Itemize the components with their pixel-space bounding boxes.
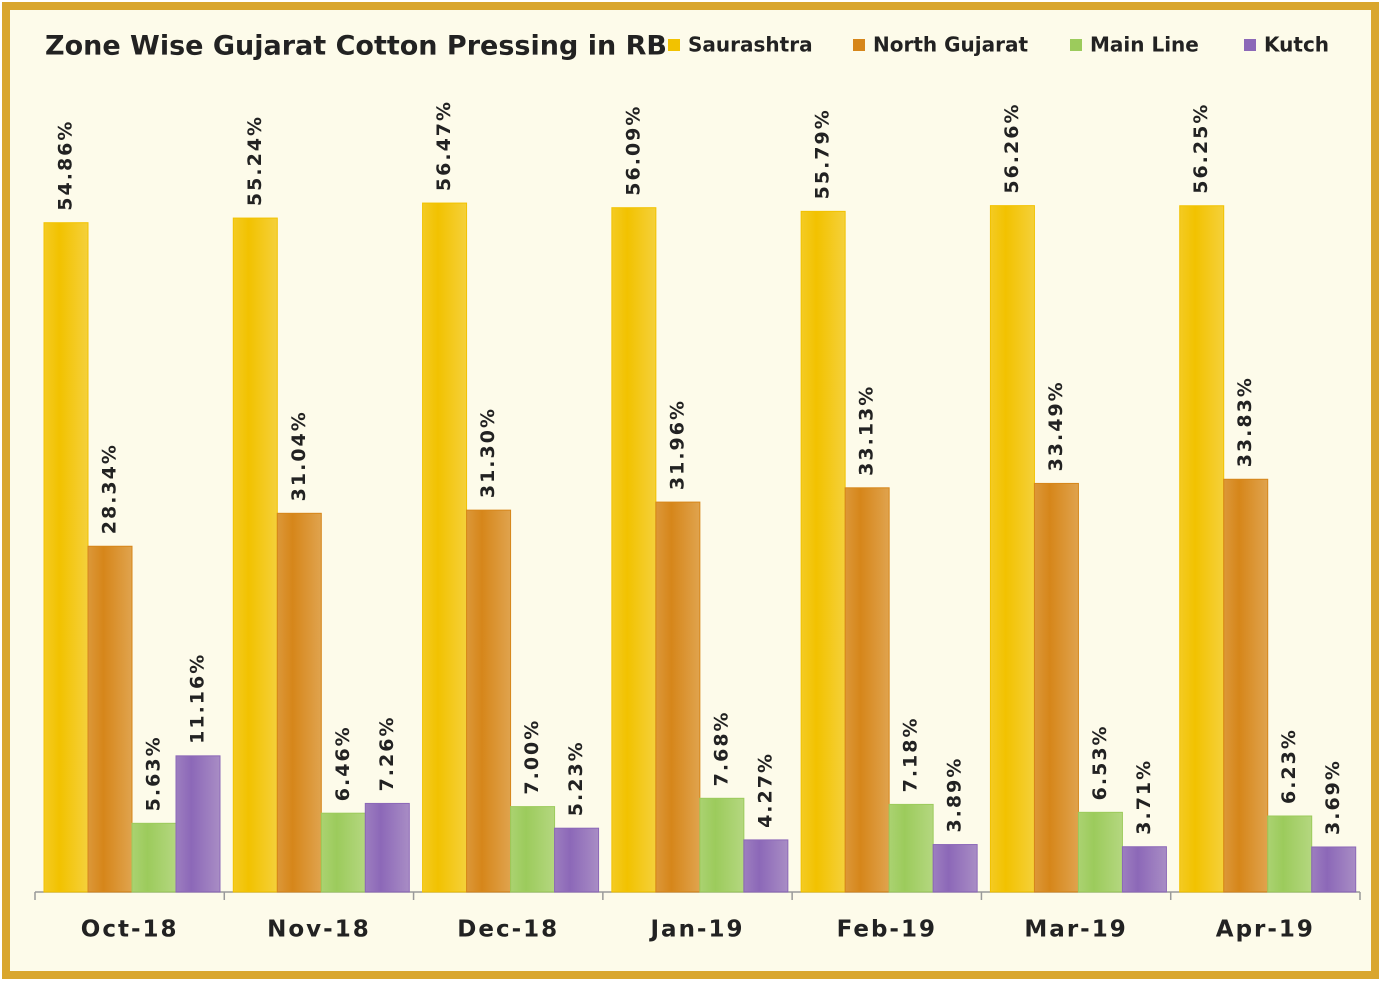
- bar: [43, 222, 89, 893]
- data-label: 7.00%: [521, 719, 543, 795]
- data-label: 56.09%: [622, 105, 644, 196]
- bar: [1267, 815, 1313, 893]
- bar: [888, 803, 934, 893]
- bar: [276, 512, 322, 893]
- legend-swatch: [1070, 39, 1082, 51]
- bar: [699, 797, 745, 893]
- data-label: 11.16%: [187, 653, 209, 744]
- x-tick-label: Nov-18: [267, 917, 371, 943]
- bar: [131, 822, 177, 893]
- bar: [1223, 478, 1269, 893]
- bar: [1033, 482, 1079, 893]
- data-label: 31.04%: [288, 410, 310, 501]
- bar: [989, 205, 1035, 893]
- data-label: 7.18%: [900, 716, 922, 792]
- bar: [743, 839, 789, 893]
- bar: [1121, 846, 1167, 893]
- data-label: 31.96%: [666, 399, 688, 490]
- x-tick-label: Apr-19: [1216, 917, 1315, 943]
- x-tick-label: Dec-18: [457, 917, 559, 943]
- bar: [364, 802, 410, 893]
- data-label: 5.23%: [565, 740, 587, 816]
- x-tick-label: Feb-19: [837, 917, 937, 943]
- data-label: 3.89%: [944, 757, 966, 833]
- legend-label: Saurashtra: [688, 33, 813, 57]
- data-label: 7.68%: [710, 710, 732, 786]
- data-label: 6.46%: [332, 725, 354, 801]
- bar: [510, 806, 556, 893]
- data-label: 6.53%: [1089, 724, 1111, 800]
- x-tick-label: Oct-18: [81, 917, 179, 943]
- data-label: 56.26%: [1001, 102, 1023, 193]
- chart-title: Zone Wise Gujarat Cotton Pressing in RB: [45, 31, 667, 62]
- bar: [800, 210, 846, 893]
- legend-swatch: [1244, 39, 1256, 51]
- legend-label: Main Line: [1090, 33, 1199, 57]
- data-label: 33.13%: [856, 385, 878, 476]
- bar: [422, 202, 468, 893]
- bar: [320, 812, 366, 893]
- bar: [232, 217, 278, 893]
- data-label: 56.25%: [1190, 103, 1212, 194]
- bar: [554, 827, 600, 893]
- bar: [1077, 811, 1123, 893]
- bar: [175, 755, 221, 893]
- data-label: 33.83%: [1234, 376, 1256, 467]
- data-label: 54.86%: [55, 120, 77, 211]
- legend-label: Kutch: [1264, 33, 1329, 57]
- bar: [87, 545, 133, 893]
- bar: [655, 501, 701, 893]
- bar: [466, 509, 512, 893]
- x-tick-label: Mar-19: [1024, 917, 1127, 943]
- bar: [932, 844, 978, 893]
- bar: [844, 487, 890, 893]
- data-label: 55.79%: [812, 108, 834, 199]
- data-label: 33.49%: [1045, 380, 1067, 471]
- data-label: 28.34%: [99, 443, 121, 534]
- data-label: 7.26%: [376, 716, 398, 792]
- legend-swatch: [668, 39, 680, 51]
- data-label: 5.63%: [143, 735, 165, 811]
- data-label: 55.24%: [244, 115, 266, 206]
- bar: [611, 207, 657, 893]
- bar: [1311, 846, 1357, 893]
- x-tick-label: Jan-19: [648, 917, 744, 943]
- data-label: 3.71%: [1133, 759, 1155, 835]
- data-label: 56.47%: [433, 100, 455, 191]
- legend-label: North Gujarat: [873, 33, 1028, 57]
- legend-swatch: [853, 39, 865, 51]
- data-label: 31.30%: [477, 407, 499, 498]
- data-label: 4.27%: [754, 752, 776, 828]
- data-label: 6.23%: [1278, 728, 1300, 804]
- bar: [1179, 205, 1225, 893]
- data-label: 3.69%: [1322, 759, 1344, 835]
